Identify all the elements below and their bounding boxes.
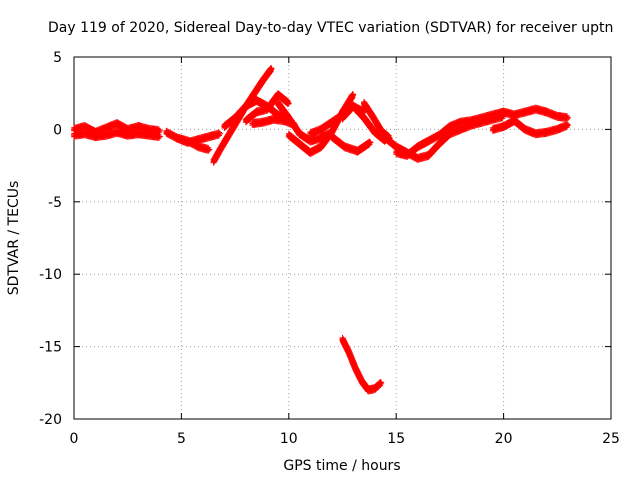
data-point [565,114,572,121]
data-point [285,100,292,107]
y-tick-label: -20 [39,412,62,428]
series-track-f [221,95,292,132]
y-axis-label: SDTVAR / TECUs [6,181,22,296]
series-track-n [360,98,393,142]
series-track-o [339,334,385,395]
series-track-m [328,132,374,156]
data-point [156,127,163,134]
data-point [268,65,275,72]
x-tick-label: 25 [602,431,620,447]
series-track-q [393,104,572,160]
y-tick-label: -10 [39,267,62,283]
series-track-r [489,116,572,139]
x-axis-ticks: 0 5 10 15 20 25 [70,57,620,447]
x-tick-label: 10 [280,431,298,447]
x-tick-label: 15 [387,431,405,447]
plot-area-border [73,56,612,420]
data-point [206,146,213,153]
data-points [71,64,572,395]
x-tick-label: 20 [495,431,513,447]
data-point [155,134,162,141]
series-track-g [242,90,292,126]
x-tick-label: 0 [70,431,79,447]
data-point [217,130,224,137]
data-point [156,133,163,140]
data-point [565,122,572,129]
y-tick-label: -5 [48,195,62,211]
x-tick-label: 5 [177,431,186,447]
x-axis-label: GPS time / hours [283,458,400,474]
data-point [367,139,374,146]
series-track-b [71,127,163,142]
data-point [378,379,385,386]
series-track-d [174,133,213,154]
y-tick-label: 0 [53,122,62,138]
series-track-e [210,64,275,166]
y-tick-label: -15 [39,340,62,356]
y-tick-label: 5 [53,50,62,66]
chart-title: Day 119 of 2020, Sidereal Day-to-day VTE… [48,20,613,36]
y-axis-ticks: 5 0 -5 -10 -15 -20 [39,50,611,428]
data-point [205,147,212,154]
data-point [284,101,291,108]
data-point [350,91,357,98]
